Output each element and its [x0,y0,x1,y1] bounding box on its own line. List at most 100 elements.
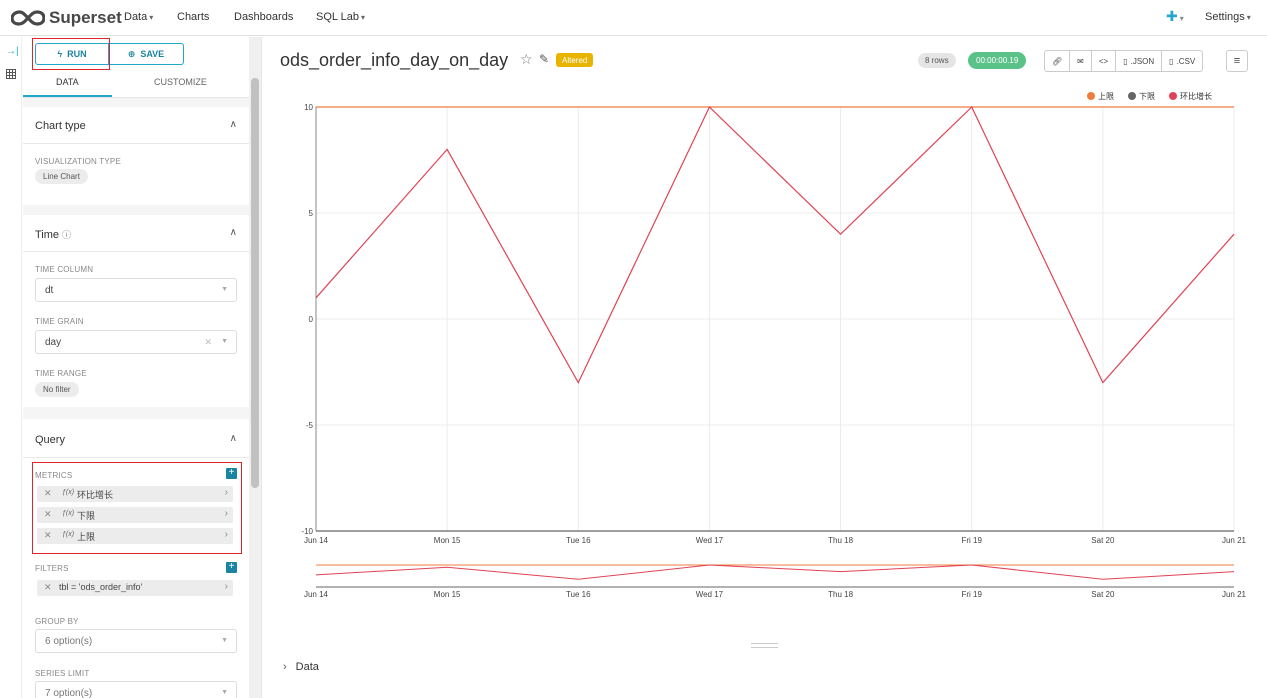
metric-item[interactable]: ✕ ƒ(x) 下限 › [37,507,233,523]
groupby-select[interactable]: 6 option(s) ▼ [35,629,237,653]
chevron-right-icon: › [283,661,287,673]
chevron-down-icon: ▼ [221,286,228,293]
run-highlight-box [32,38,110,70]
chevron-up-icon[interactable]: ∧ [229,433,237,444]
viz-type-pill[interactable]: Line Chart [35,169,88,184]
tab-data[interactable]: DATA [56,77,79,87]
x-tick-label: Sat 20 [1091,536,1115,545]
x-tick-label: Mon 15 [434,536,461,545]
panel-scrollbar[interactable] [249,37,261,698]
section-divider [23,251,249,252]
brush-x-tick-label: Wed 17 [696,590,724,599]
clear-icon[interactable]: ✕ [204,337,212,347]
remove-icon[interactable]: ✕ [44,509,52,519]
time-grain-select[interactable]: day ✕ ▼ [35,330,237,354]
embed-code-icon[interactable]: <> [1092,51,1117,71]
section-title: Chart type [35,120,86,132]
row-count-badge: 8 rows [918,53,956,68]
chart-title[interactable]: ods_order_info_day_on_day [280,50,509,70]
datasource-table-icon[interactable] [6,69,16,79]
legend-marker [1169,92,1177,100]
save-label: SAVE [140,49,165,59]
metric-item[interactable]: ✕ ƒ(x) 上限 › [37,528,233,544]
y-tick-label: 5 [309,209,314,218]
chevron-down-icon: ▼ [221,689,228,696]
nav-item-dashboards[interactable]: Dashboards [234,11,293,23]
export-json-label: .JSON [1130,56,1155,66]
chevron-right-icon: › [224,529,228,540]
legend-label: 环比增长 [1180,91,1212,101]
add-filter-icon[interactable]: + [226,562,237,573]
y-tick-label: -10 [301,527,313,536]
chevron-up-icon[interactable]: ∧ [229,119,237,130]
email-icon[interactable]: ✉ [1070,51,1092,71]
brand-name: Superset [49,8,122,27]
query-section: Query ∧ METRICS + ✕ ƒ(x) 环比增长 › ✕ ƒ(x) 下… [23,419,249,698]
chevron-down-icon: ▾ [1179,14,1184,23]
x-tick-label: Wed 17 [696,536,724,545]
resize-handle[interactable] [751,643,778,648]
series-limit-value: 7 option(s) [45,688,93,698]
series-line [315,105,1235,384]
brush-x-tick-label: Jun 14 [304,590,329,599]
brush-x-tick-label: Tue 16 [566,590,591,599]
remove-icon[interactable]: ✕ [44,488,52,498]
edit-icon[interactable]: ✎ [539,52,550,66]
star-icon[interactable]: ☆ [520,51,533,67]
plus-icon[interactable]: ✚ ▾ [1166,8,1184,24]
remove-icon[interactable]: ✕ [44,530,52,540]
brush-x-tick-label: Jun 21 [1222,590,1247,599]
filter-item[interactable]: ✕ tbl = 'ods_order_info' › [37,580,233,596]
x-tick-label: Fri 19 [961,536,982,545]
time-column-select[interactable]: dt ▼ [35,278,237,302]
add-metric-icon[interactable]: + [226,468,237,479]
brush-series-line [315,564,1235,580]
series-limit-label: SERIES LIMIT [35,669,90,678]
menu-icon[interactable]: ≡ [1226,50,1248,72]
nav-item-charts-label: Charts [177,11,210,23]
info-icon: ⓘ [62,230,72,240]
viz-type-label: VISUALIZATION TYPE [35,157,121,166]
function-icon: ƒ(x) [62,531,75,538]
x-tick-label: Thu 18 [828,536,853,545]
brush-x-tick-label: Fri 19 [961,590,982,599]
y-tick-label: -5 [306,421,314,430]
metric-label: 下限 [77,511,96,521]
panel-tabs: DATA CUSTOMIZE [23,73,249,98]
time-section: Time ⓘ ∧ TIME COLUMN dt ▼ TIME GRAIN day… [23,215,249,407]
panel-divider[interactable] [261,37,262,698]
nav-item-data[interactable]: Data ▾ [124,11,153,23]
remove-icon[interactable]: ✕ [44,582,52,592]
legend-label: 下限 [1139,92,1155,101]
superset-logo-icon [11,10,45,26]
metric-item[interactable]: ✕ ƒ(x) 环比增长 › [37,486,233,502]
nav-item-sql-lab[interactable]: SQL Lab ▾ [316,11,365,23]
nav-item-dashboards-label: Dashboards [234,11,294,23]
save-button[interactable]: ⊕ SAVE [109,43,184,65]
run-button[interactable]: ϟ RUN [35,43,109,65]
nav-item-charts[interactable]: Charts [177,11,209,23]
superset-logo[interactable]: Superset [11,8,122,28]
bolt-icon: ϟ [57,49,63,59]
active-tab-indicator [23,95,112,97]
y-tick-label: 0 [309,315,314,324]
data-panel-toggle[interactable]: › Data [283,661,319,673]
nav-settings[interactable]: Settings ▾ [1205,11,1251,23]
link-icon[interactable]: 🔗︎ [1045,51,1071,71]
export-csv-button[interactable]: ▯ .CSV [1162,51,1202,71]
chevron-up-icon[interactable]: ∧ [229,227,237,238]
legend-label: 上限 [1098,92,1114,101]
time-grain-value: day [45,337,62,348]
export-json-button[interactable]: ▯ .JSON [1116,51,1163,71]
groupby-value: 6 option(s) [45,636,93,647]
expand-panel-icon[interactable]: →| [6,46,19,57]
file-icon: ▯ [1123,56,1128,66]
tab-customize[interactable]: CUSTOMIZE [154,77,207,87]
altered-badge[interactable]: Altered [556,53,594,67]
settings-label: Settings [1205,11,1245,23]
chevron-down-icon: ▾ [361,13,366,22]
series-limit-select[interactable]: 7 option(s) ▼ [35,681,237,698]
scrollbar-thumb[interactable] [251,78,259,488]
groupby-label: GROUP BY [35,617,79,626]
time-range-pill[interactable]: No filter [35,382,79,397]
